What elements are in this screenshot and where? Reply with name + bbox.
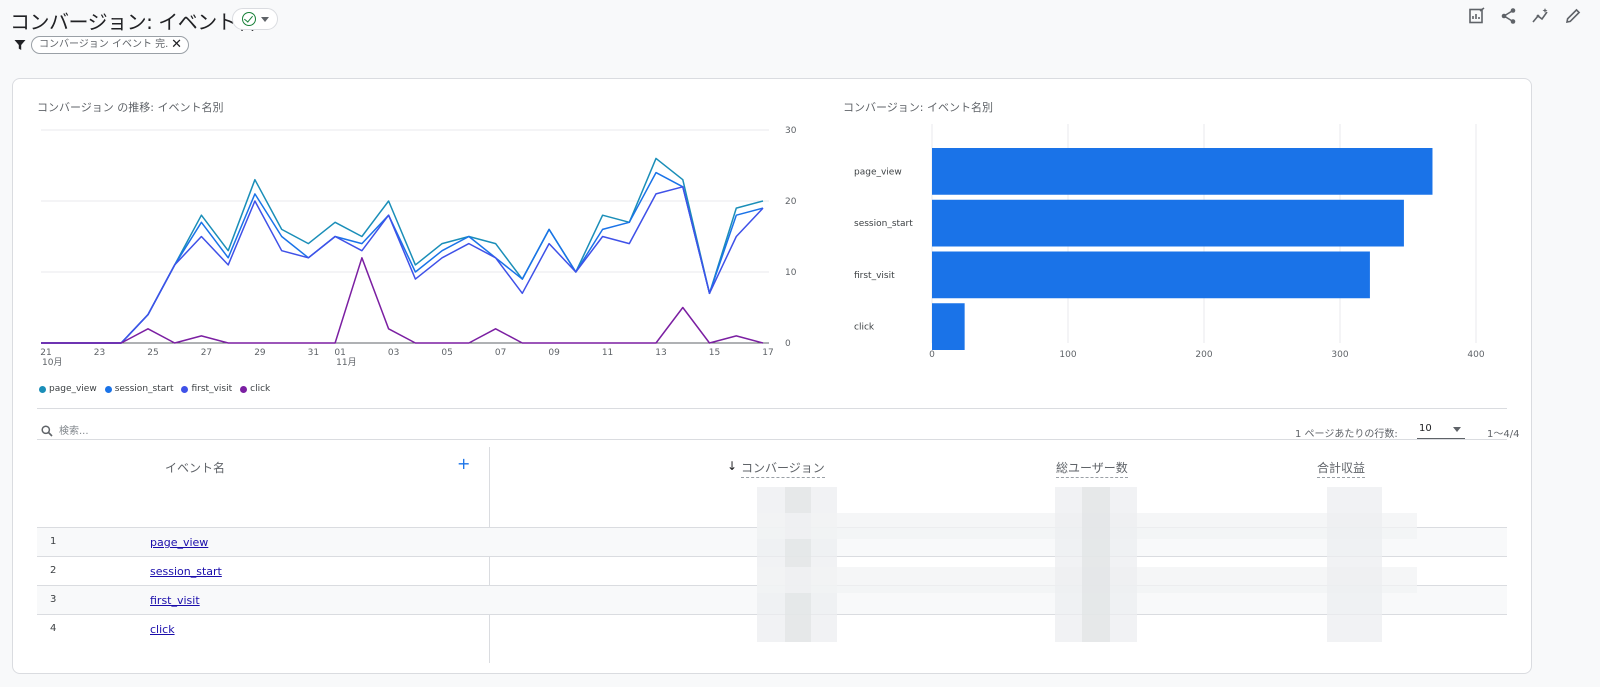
check-circle-icon bbox=[241, 12, 256, 26]
category-label: session_start bbox=[854, 219, 913, 229]
insights-icon[interactable] bbox=[1532, 7, 1550, 25]
redacted-values bbox=[1082, 487, 1110, 642]
page-title: コンバージョン: イベント名 bbox=[10, 10, 256, 34]
pagination-range: 1～4/4 bbox=[1487, 429, 1520, 440]
x-tick-label: 29 bbox=[254, 348, 266, 358]
row-index: 2 bbox=[50, 565, 57, 576]
divider bbox=[37, 408, 1507, 409]
filter-icon bbox=[14, 40, 26, 50]
filter-chip[interactable]: コンバージョン イベント 完... ✕ bbox=[31, 36, 189, 54]
bar-chart-title: コンバージョン: イベント名別 bbox=[843, 101, 993, 114]
x-tick-label: 200 bbox=[1195, 350, 1212, 360]
filter-chip-label: コンバージョン イベント 完... bbox=[39, 39, 169, 50]
x-tick-label: 11 bbox=[602, 348, 613, 358]
legend-label: first_visit bbox=[191, 384, 233, 394]
x-tick-label: 0 bbox=[929, 350, 935, 360]
legend-item-click[interactable]: click bbox=[240, 384, 270, 394]
column-header-total-users[interactable]: 総ユーザー数 bbox=[1056, 459, 1128, 478]
rows-per-page-value: 10 bbox=[1419, 423, 1432, 434]
bar-click[interactable] bbox=[932, 303, 965, 350]
legend-item-page-view[interactable]: page_view bbox=[39, 384, 97, 394]
category-label: first_visit bbox=[854, 271, 895, 281]
x-tick-label: 400 bbox=[1467, 350, 1484, 360]
edit-pencil-icon[interactable] bbox=[1564, 7, 1582, 25]
divider bbox=[37, 439, 1507, 440]
legend-item-first-visit[interactable]: first_visit bbox=[181, 384, 232, 394]
series-line-first-visit[interactable] bbox=[41, 186, 764, 344]
series-line-session-start[interactable] bbox=[41, 171, 764, 344]
bar-session-start[interactable] bbox=[932, 199, 1404, 247]
legend-item-session-start[interactable]: session_start bbox=[104, 384, 174, 394]
customize-report-icon[interactable] bbox=[1468, 7, 1486, 25]
line-chart-legend: page_view session_start first_visit clic… bbox=[39, 384, 270, 394]
bar-first-visit[interactable] bbox=[932, 251, 1370, 299]
x-tick-label: 01 bbox=[334, 348, 345, 358]
x-tick-label: 15 bbox=[709, 348, 720, 358]
event-name-link[interactable]: first_visit bbox=[150, 594, 200, 607]
category-label: click bbox=[854, 323, 875, 333]
table-toolbar: 1 ページあたりの行数: 10 1～4/4 bbox=[37, 416, 1519, 446]
y-tick-label: 0 bbox=[785, 339, 791, 349]
event-name-link[interactable]: session_start bbox=[150, 565, 222, 578]
event-name-link[interactable]: page_view bbox=[150, 536, 209, 549]
add-dimension-icon[interactable]: + bbox=[457, 454, 471, 473]
x-tick-label: 23 bbox=[94, 348, 105, 358]
report-card: コンバージョン の推移: イベント名別 コンバージョン: イベント名別 0 10 2… bbox=[12, 78, 1532, 674]
redacted-values bbox=[785, 487, 811, 642]
x-tick-label: 17 bbox=[762, 348, 773, 358]
row-index: 4 bbox=[50, 623, 57, 634]
x-tick-label: 05 bbox=[441, 348, 452, 358]
rows-per-page-select[interactable]: 10 bbox=[1417, 421, 1465, 439]
y-tick-label: 10 bbox=[785, 268, 797, 278]
x-tick-label: 25 bbox=[147, 348, 158, 358]
x-month-label: 11月 bbox=[336, 357, 356, 368]
bar-chart: 0 100 200 300 400 page_view session_startfirst… bbox=[854, 124, 1485, 360]
x-month-label: 10月 bbox=[42, 357, 62, 368]
caret-down-icon bbox=[260, 16, 269, 22]
sort-down-arrow-icon[interactable]: ↓ bbox=[727, 459, 738, 473]
x-tick-label: 27 bbox=[201, 348, 212, 358]
column-header-total-revenue[interactable]: 合計収益 bbox=[1317, 459, 1366, 478]
legend-label: click bbox=[250, 384, 271, 394]
y-tick-label: 20 bbox=[785, 197, 797, 207]
x-tick-label: 21 bbox=[40, 348, 51, 358]
row-index: 3 bbox=[50, 594, 57, 605]
category-label: page_view bbox=[854, 167, 902, 177]
x-tick-label: 13 bbox=[655, 348, 666, 358]
data-table: イベント名 + ↓ コンバージョン 総ユーザー数 合計収益 1 page_vie… bbox=[37, 447, 1507, 663]
redacted-values bbox=[1327, 487, 1382, 642]
search-input[interactable] bbox=[59, 421, 299, 441]
y-tick-label: 30 bbox=[785, 126, 797, 136]
legend-label: page_view bbox=[49, 384, 97, 394]
legend-dot bbox=[240, 385, 248, 393]
caret-down-icon bbox=[1453, 427, 1461, 432]
bar-page-view[interactable] bbox=[932, 148, 1433, 195]
x-tick-label: 07 bbox=[495, 348, 506, 358]
line-chart: 0 10 20 30 21 23 25 27 29 31 01 03 05 07 09 11 13 15 17 10月… bbox=[40, 126, 797, 368]
share-icon[interactable] bbox=[1500, 7, 1518, 25]
search-icon bbox=[41, 425, 53, 437]
x-tick-label: 100 bbox=[1059, 350, 1076, 360]
legend-dot bbox=[181, 385, 189, 393]
x-tick-label: 31 bbox=[308, 348, 319, 358]
rows-per-page-label: 1 ページあたりの行数: bbox=[1295, 429, 1398, 440]
row-index: 1 bbox=[50, 536, 57, 547]
legend-dot bbox=[39, 385, 46, 393]
legend-dot bbox=[104, 385, 112, 393]
x-tick-label: 09 bbox=[548, 348, 560, 358]
event-name-link[interactable]: click bbox=[150, 623, 175, 636]
x-tick-label: 03 bbox=[388, 348, 399, 358]
legend-label: session_start bbox=[114, 384, 174, 394]
series-line-page-view[interactable] bbox=[41, 157, 764, 344]
line-chart-title: コンバージョン の推移: イベント名別 bbox=[37, 101, 224, 114]
column-header-event-name[interactable]: イベント名 bbox=[165, 461, 226, 475]
close-icon[interactable]: ✕ bbox=[171, 37, 182, 52]
x-tick-label: 300 bbox=[1331, 350, 1348, 360]
column-header-conversions[interactable]: コンバージョン bbox=[741, 459, 825, 478]
status-dropdown[interactable] bbox=[232, 8, 278, 30]
series-line-click[interactable] bbox=[41, 257, 764, 344]
